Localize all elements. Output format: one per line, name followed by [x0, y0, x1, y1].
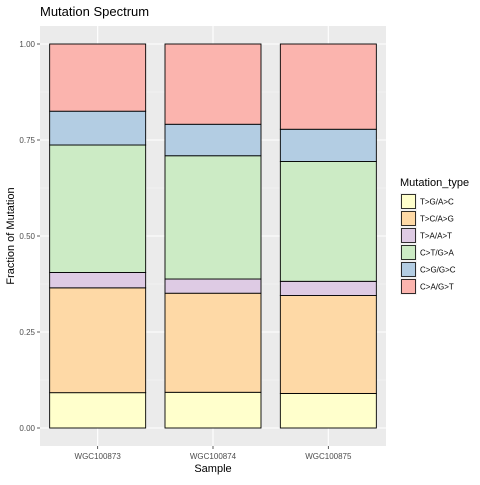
legend-label: T>C/A>G: [420, 215, 454, 224]
x-tick-label: WGC100875: [305, 452, 352, 461]
bar-segment: [164, 292, 262, 393]
legend-items: T>G/A>C T>C/A>G T>A/A>T C>T/G>A C>G/G>C C>A/G…: [400, 193, 456, 295]
bar-segment: [164, 391, 262, 429]
y-axis: 0.00 0.25 0.50 0.75 1.00: [19, 40, 40, 433]
stacked-bars: [49, 43, 377, 429]
bar-segment: [279, 161, 377, 282]
x-tick-label: WGC100874: [190, 452, 237, 461]
legend-label: T>G/A>C: [420, 198, 454, 207]
bar-segment: [49, 272, 147, 289]
legend-label: C>A/G>T: [420, 283, 454, 292]
bar-segment: [164, 278, 262, 294]
legend-key: [401, 211, 416, 226]
bar-segment: [49, 144, 147, 273]
legend-label: C>G/G>C: [420, 266, 456, 275]
bar-segment: [279, 295, 377, 394]
legend: Mutation_type T>G/A>C T>C/A>G T>A/A>T C>T/G…: [400, 177, 469, 295]
bar-segment: [49, 392, 147, 429]
y-tick-label: 0.00: [19, 424, 35, 433]
legend-label: T>A/A>T: [420, 232, 452, 241]
bar-segment: [49, 43, 147, 112]
legend-key: [401, 245, 416, 260]
x-axis: WGC100873 WGC100874 WGC100875: [75, 446, 352, 461]
bar-segment: [279, 280, 377, 296]
bar-segment: [279, 43, 377, 130]
legend-title: Mutation_type: [400, 177, 469, 189]
x-tick-label: WGC100873: [75, 452, 122, 461]
bar-segment: [49, 287, 147, 394]
bar-segment: [164, 43, 262, 125]
legend-key: [401, 262, 416, 277]
bar-segment: [164, 123, 262, 157]
y-axis-label: Fraction of Mutation: [5, 187, 17, 284]
y-tick-label: 0.75: [19, 136, 35, 145]
x-axis-label: Sample: [194, 463, 231, 475]
legend-key: [401, 279, 416, 294]
chart-title: Mutation Spectrum: [40, 4, 149, 19]
y-tick-label: 0.25: [19, 328, 35, 337]
legend-label: C>T/G>A: [420, 249, 454, 258]
y-tick-label: 1.00: [19, 40, 35, 49]
bar-segment: [49, 110, 147, 146]
bar-segment: [279, 392, 377, 429]
y-tick-label: 0.50: [19, 232, 35, 241]
bar-segment: [279, 128, 377, 162]
bar-segment: [164, 155, 262, 280]
legend-key: [401, 228, 416, 243]
legend-key: [401, 194, 416, 209]
